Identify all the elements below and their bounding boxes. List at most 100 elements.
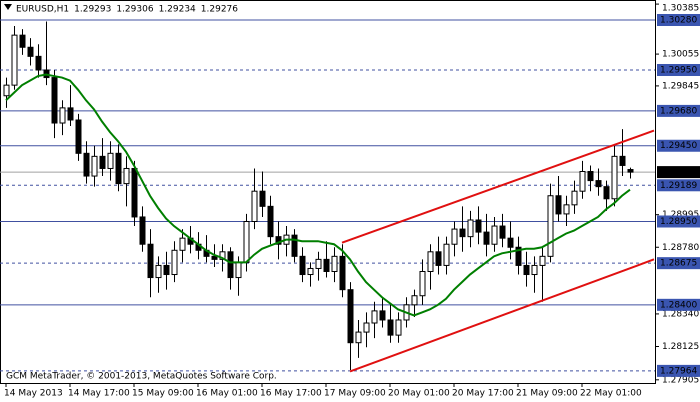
x-tick-label: 14 May 2013 xyxy=(4,389,63,399)
candle-body xyxy=(211,255,218,260)
candle-body xyxy=(91,155,98,177)
candle-body xyxy=(395,319,402,336)
candle-body xyxy=(115,152,122,185)
candle-body xyxy=(251,190,258,222)
candle-body xyxy=(19,34,26,48)
candle-body xyxy=(3,84,10,97)
candle-body xyxy=(51,77,58,124)
candle-body xyxy=(291,234,298,257)
candle-body xyxy=(307,267,314,276)
candle-body xyxy=(435,251,442,266)
candle-body xyxy=(275,236,282,245)
candle-body xyxy=(267,205,274,238)
candle-body xyxy=(131,167,138,218)
candle-body xyxy=(475,219,482,233)
candle-body xyxy=(299,255,306,276)
candle-body xyxy=(627,169,634,173)
candle-body xyxy=(27,46,34,57)
candle-body xyxy=(427,251,434,272)
candle-body xyxy=(107,152,114,169)
candle-body xyxy=(11,34,18,86)
candle-body xyxy=(355,331,362,344)
level-label-box xyxy=(657,63,700,76)
candle-body xyxy=(35,55,42,71)
level-label: 1.28400 xyxy=(660,300,697,310)
plot-frame xyxy=(0,0,656,384)
trendline xyxy=(349,258,655,373)
level-label: 1.29276 xyxy=(660,168,697,178)
candle-body xyxy=(507,237,514,248)
candle-body xyxy=(563,204,570,215)
menu-icon[interactable] xyxy=(4,4,12,10)
x-tick-label: 16 May 17:00 xyxy=(260,389,322,399)
candle-body xyxy=(411,295,418,306)
level-label: 1.29950 xyxy=(660,65,697,75)
candle-body xyxy=(619,155,626,166)
level-label: 1.30280 xyxy=(660,15,697,25)
candle-body xyxy=(459,228,466,238)
y-tick-label: 1.28780 xyxy=(662,243,699,253)
candle-body xyxy=(323,258,330,272)
candle-body xyxy=(59,107,66,124)
candle-body xyxy=(83,152,90,177)
candle-body xyxy=(339,255,346,291)
level-label: 1.28675 xyxy=(660,259,697,269)
candle-body xyxy=(483,231,490,245)
candle-body xyxy=(523,264,530,276)
moving-average xyxy=(5,73,631,317)
candle-body xyxy=(171,249,178,276)
header-text: EURUSD,H1 xyxy=(16,5,69,15)
level-label-box xyxy=(657,257,700,270)
candle-body xyxy=(539,255,546,266)
candle-body xyxy=(515,246,522,266)
y-tick-label: 1.27905 xyxy=(662,375,699,385)
level-label: 1.28950 xyxy=(660,217,697,227)
candle-body xyxy=(259,190,266,207)
candle-body xyxy=(123,167,130,185)
level-label-box xyxy=(657,139,700,152)
candle-body xyxy=(139,216,146,245)
candle-body xyxy=(531,264,538,276)
candle-body xyxy=(163,264,170,276)
x-tick-label: 16 May 01:00 xyxy=(196,389,258,399)
candle-body xyxy=(227,251,234,279)
candle-body xyxy=(147,243,154,279)
candle-body xyxy=(387,319,394,336)
y-tick-label: 1.28340 xyxy=(662,309,699,319)
candle-body xyxy=(603,186,610,200)
level-label: 1.27964 xyxy=(660,366,697,376)
header-text: 1.29276 xyxy=(201,5,238,15)
level-label: 1.29189 xyxy=(660,181,697,191)
level-label-box xyxy=(657,298,700,311)
level-label-box xyxy=(657,179,700,192)
candle-body xyxy=(99,155,106,169)
x-tick-label: 14 May 17:00 xyxy=(68,389,130,399)
y-tick-label: 1.28995 xyxy=(662,210,699,220)
level-label-box xyxy=(657,13,700,26)
x-tick-label: 20 May 01:00 xyxy=(388,389,450,399)
candle-body xyxy=(467,219,474,238)
candle-body xyxy=(75,119,82,154)
y-tick-label: 1.29845 xyxy=(662,81,699,91)
candle-body xyxy=(67,107,74,121)
candle-body xyxy=(315,258,322,269)
candle-body xyxy=(571,190,578,206)
header-text: 1.29293 xyxy=(74,5,111,15)
x-tick-label: 15 May 09:00 xyxy=(132,389,194,399)
candle-body xyxy=(379,310,386,321)
trendline xyxy=(341,129,655,244)
x-tick-label: 17 May 09:00 xyxy=(324,389,386,399)
level-label: 1.29450 xyxy=(660,141,697,151)
level-label-box xyxy=(657,364,700,377)
candle-body xyxy=(179,237,186,251)
level-label-box xyxy=(657,166,700,179)
candle-body xyxy=(331,255,338,272)
candle-body xyxy=(451,228,458,245)
candle-body xyxy=(419,270,426,297)
candle-body xyxy=(595,180,602,188)
level-label-box xyxy=(657,104,700,117)
candle-body xyxy=(611,155,618,200)
candle-body xyxy=(587,171,594,182)
candle-body xyxy=(499,225,506,239)
y-tick-label: 1.30055 xyxy=(662,50,699,60)
